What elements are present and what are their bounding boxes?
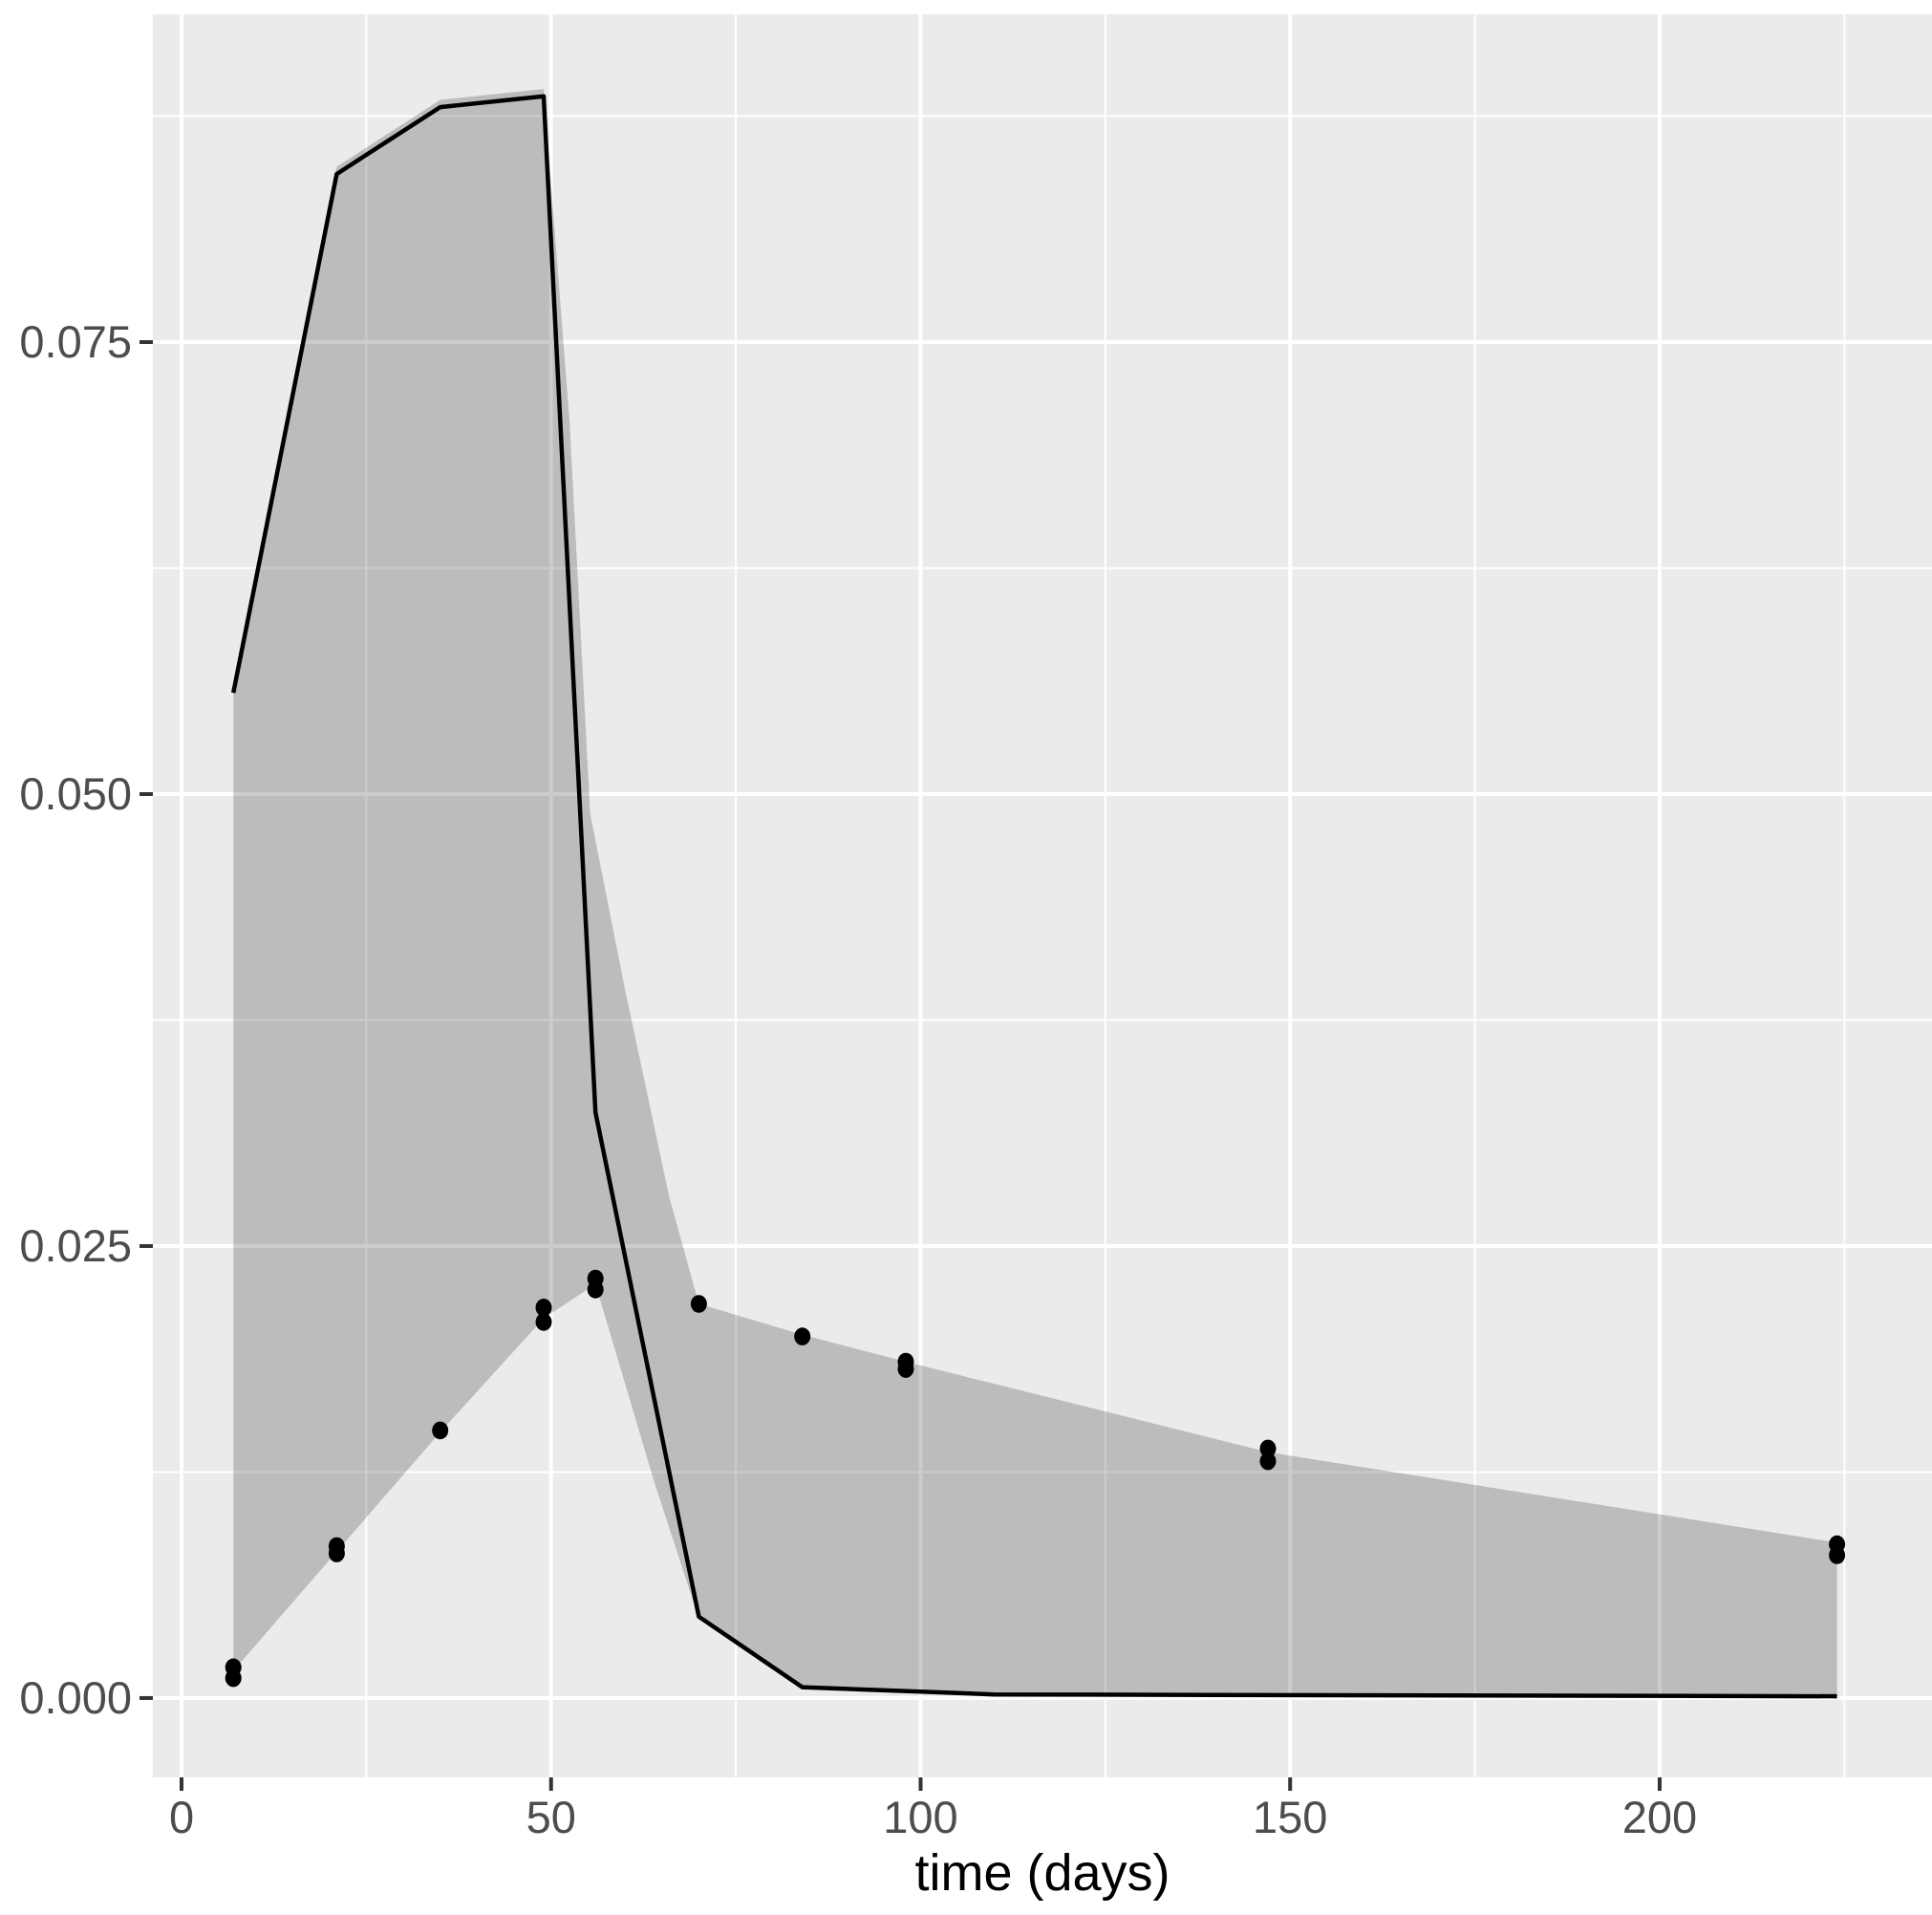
x-tick-label: 200 bbox=[1622, 1792, 1697, 1842]
plot-panel bbox=[153, 14, 1932, 1777]
data-point bbox=[1829, 1546, 1846, 1564]
x-axis-title: time (days) bbox=[914, 1844, 1170, 1902]
data-point bbox=[794, 1327, 811, 1345]
data-point bbox=[897, 1360, 914, 1378]
y-tick-label: 0.025 bbox=[19, 1220, 132, 1271]
x-tick-label: 100 bbox=[883, 1792, 957, 1842]
data-point bbox=[535, 1313, 552, 1331]
data-point bbox=[1259, 1452, 1277, 1471]
trajectory-line bbox=[230, 94, 1837, 1699]
data-point bbox=[535, 1299, 552, 1317]
x-tick-label: 150 bbox=[1253, 1792, 1327, 1842]
y-tick-label: 0.050 bbox=[19, 768, 132, 819]
x-tick-label: 0 bbox=[169, 1792, 194, 1842]
data-point bbox=[587, 1280, 604, 1299]
data-point bbox=[690, 1295, 707, 1313]
x-tick-label: 50 bbox=[526, 1792, 576, 1842]
data-point bbox=[432, 1421, 449, 1440]
data-point bbox=[1259, 1439, 1277, 1458]
y-tick-label: 0.000 bbox=[19, 1672, 132, 1723]
data-point bbox=[328, 1544, 345, 1562]
y-tick-label: 0.075 bbox=[19, 316, 132, 367]
data-point bbox=[225, 1668, 242, 1688]
